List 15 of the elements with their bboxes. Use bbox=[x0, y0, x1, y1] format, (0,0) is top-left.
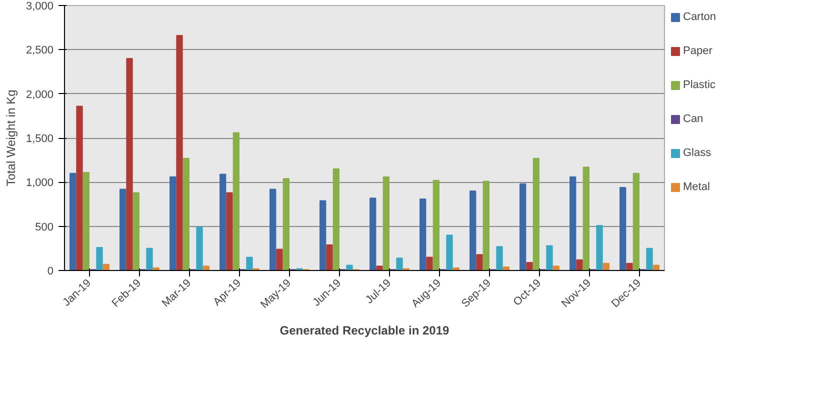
y-tick-label: 2,500 bbox=[26, 44, 54, 57]
legend-label: Paper bbox=[683, 45, 712, 57]
y-tick-label: 500 bbox=[35, 221, 54, 234]
y-tick-label: 1,000 bbox=[26, 177, 54, 190]
x-axis-title: Generated Recyclable in 2019 bbox=[280, 323, 450, 338]
legend-label: Plastic bbox=[683, 79, 716, 91]
y-tick-label: 0 bbox=[47, 266, 54, 278]
legend-label: Can bbox=[683, 113, 704, 125]
legend-label: Metal bbox=[683, 181, 710, 193]
y-tick-label: 1,500 bbox=[26, 133, 54, 145]
legend-label: Glass bbox=[683, 147, 712, 159]
y-axis-title: Total Weight in Kg bbox=[4, 90, 18, 186]
y-tick-label: 2,000 bbox=[26, 88, 54, 101]
legend-label: Carton bbox=[683, 11, 716, 23]
y-tick-label: 3,000 bbox=[26, 0, 54, 12]
